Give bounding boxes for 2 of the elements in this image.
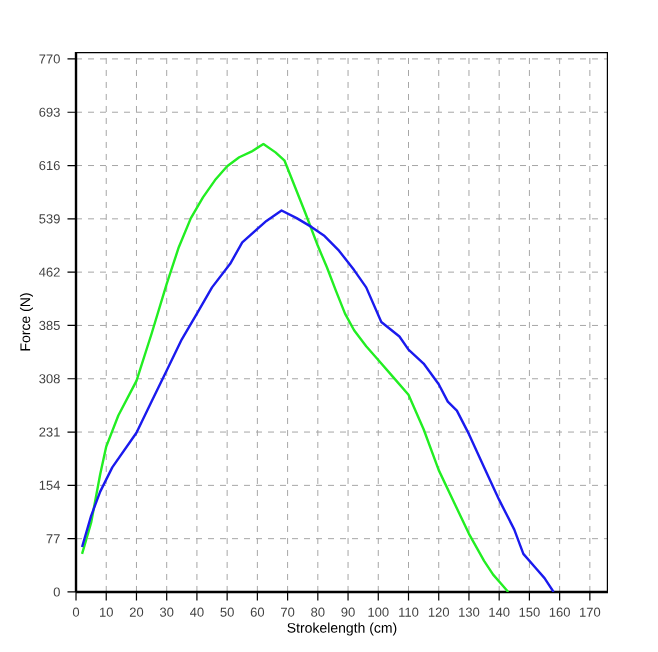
line-series: [80, 209, 555, 592]
line-series: [80, 142, 510, 592]
